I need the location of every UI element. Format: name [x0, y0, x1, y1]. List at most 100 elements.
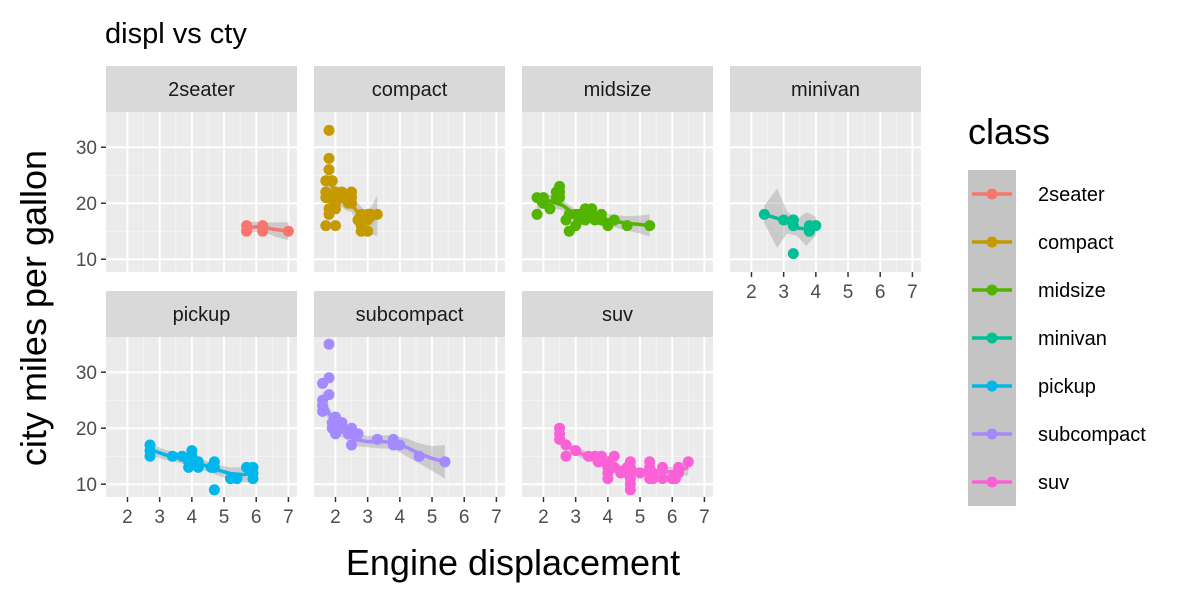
x-tick-label: 5 [843, 282, 854, 303]
x-tick-label: 3 [570, 507, 581, 528]
facet-strip [106, 291, 297, 337]
legend: class 2seater compact midsize minivan pickup… [968, 111, 1146, 506]
facet-strip [106, 66, 297, 112]
x-tick-label: 4 [395, 507, 406, 528]
legend-entry-compact: compact [968, 218, 1114, 266]
x-tick-label: 6 [667, 507, 678, 528]
legend-key-point [986, 380, 998, 392]
data-point [183, 461, 195, 473]
data-point [323, 124, 335, 136]
x-tick-label: 7 [699, 507, 710, 528]
facet-strip-label: subcompact [356, 304, 464, 326]
x-tick-label: 5 [219, 507, 230, 528]
data-point [624, 478, 636, 490]
facet-strip [522, 291, 713, 337]
data-point [167, 450, 179, 462]
data-point [673, 461, 685, 473]
data-point [615, 467, 627, 479]
data-point [282, 225, 294, 237]
data-point [320, 220, 332, 232]
data-point [336, 422, 348, 434]
facet-suv: suv 2 3 4 5 6 7 [522, 291, 713, 528]
x-tick-label: 3 [362, 507, 373, 528]
legend-key-point [986, 476, 998, 488]
data-point [323, 389, 335, 401]
legend-key-point [986, 428, 998, 440]
data-point [787, 214, 799, 226]
facet-minivan: minivan 2 3 4 5 6 7 [730, 66, 921, 303]
legend-entry-2seater: 2seater [968, 170, 1105, 218]
legend-entry-suv: suv [968, 458, 1069, 506]
data-point [531, 208, 543, 220]
data-point [371, 433, 383, 445]
legend-label: midsize [1038, 280, 1106, 302]
facet-midsize: midsize [522, 66, 713, 272]
facet-strip [522, 66, 713, 112]
legend-label: 2seater [1038, 184, 1105, 206]
facet-strip-label: pickup [173, 304, 231, 326]
data-point [560, 214, 572, 226]
data-point [621, 220, 633, 232]
data-point [554, 186, 566, 198]
data-point [554, 422, 566, 434]
data-point [394, 439, 406, 451]
data-point [186, 445, 198, 457]
data-point [329, 220, 341, 232]
data-point [595, 208, 607, 220]
data-point [231, 473, 243, 485]
data-point [634, 467, 646, 479]
data-point [247, 461, 259, 473]
x-tick-label: 5 [635, 507, 646, 528]
data-point [579, 203, 591, 215]
data-point [362, 225, 374, 237]
data-point [329, 411, 341, 423]
y-tick-label: 10 [76, 475, 97, 496]
data-point [589, 450, 601, 462]
data-point [439, 456, 451, 468]
data-point [317, 405, 329, 417]
data-point [644, 220, 656, 232]
data-point [787, 248, 799, 260]
legend-entry-subcompact: subcompact [968, 410, 1146, 458]
data-point [570, 445, 582, 457]
legend-label: suv [1038, 472, 1069, 494]
x-tick-label: 6 [459, 507, 470, 528]
facet-strip-label: minivan [791, 79, 860, 101]
chart-title: displ vs cty [105, 18, 247, 50]
data-point [257, 220, 269, 232]
panel-background [106, 337, 297, 497]
legend-key-point [986, 236, 998, 248]
panel-background [314, 337, 505, 497]
legend-key-point [986, 332, 998, 344]
data-point [371, 208, 383, 220]
legend-key-point [986, 188, 998, 200]
x-tick-label: 2 [122, 507, 133, 528]
data-point [320, 186, 332, 198]
data-point [342, 197, 354, 209]
x-tick-label: 7 [491, 507, 502, 528]
facet-pickup: pickup 10 20 30 2 3 4 5 6 7 [76, 291, 297, 528]
facet-strip [314, 291, 505, 337]
data-point [803, 225, 815, 237]
data-point [247, 473, 259, 485]
facet-2seater: 2seater 10 20 30 [76, 66, 297, 272]
data-point [192, 461, 204, 473]
data-point [323, 338, 335, 350]
data-point [208, 461, 220, 473]
x-tick-label: 2 [538, 507, 549, 528]
data-point [346, 422, 358, 434]
data-point [657, 473, 669, 485]
facet-strip [730, 66, 921, 112]
legend-label: pickup [1038, 376, 1096, 398]
data-point [241, 225, 253, 237]
x-tick-label: 4 [811, 282, 822, 303]
legend-entry-midsize: midsize [968, 266, 1106, 314]
data-point [570, 208, 582, 220]
facet-compact: compact [314, 66, 505, 272]
y-tick-label: 30 [76, 363, 97, 384]
x-tick-label: 4 [187, 507, 198, 528]
data-point [570, 220, 582, 232]
data-point [560, 439, 572, 451]
data-point [320, 175, 332, 187]
facet-strip-label: suv [602, 304, 633, 326]
